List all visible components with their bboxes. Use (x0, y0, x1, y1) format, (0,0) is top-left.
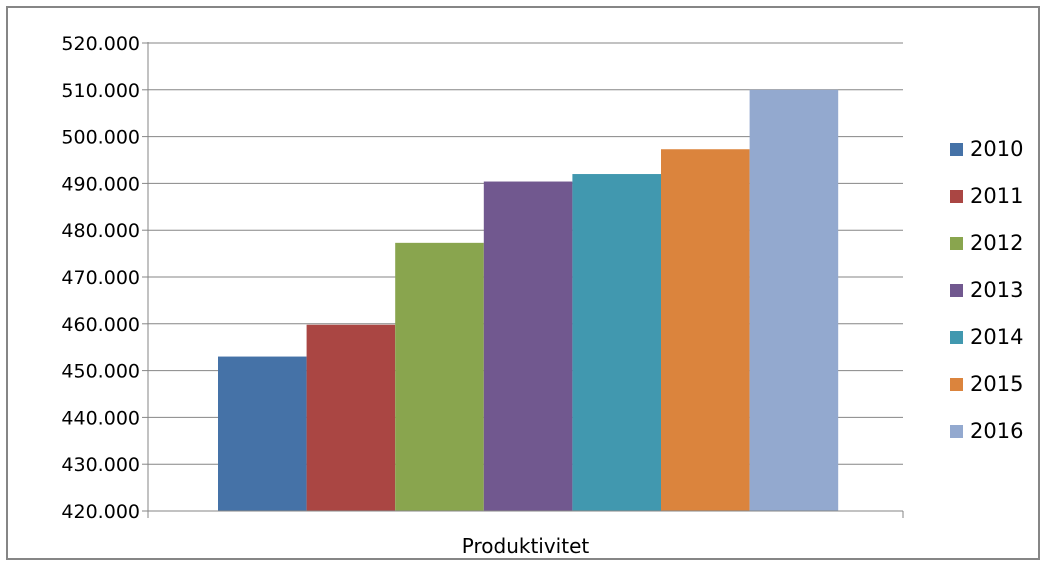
legend-item-2010[interactable]: 2010 (950, 137, 1023, 161)
y-tick-label: 430.000 (61, 454, 140, 476)
bar-2015 (661, 149, 750, 511)
y-tick-label: 520.000 (61, 33, 140, 55)
legend-item-2012[interactable]: 2012 (950, 231, 1023, 255)
legend-item-2014[interactable]: 2014 (950, 325, 1023, 349)
y-tick-label: 500.000 (61, 127, 140, 149)
legend-item-2015[interactable]: 2015 (950, 372, 1023, 396)
bars (218, 89, 839, 512)
y-tick-label: 440.000 (61, 407, 140, 429)
y-tick-label: 450.000 (61, 361, 140, 383)
legend-swatch (950, 143, 963, 156)
y-tick-label: 420.000 (61, 501, 140, 523)
legend-swatch (950, 331, 963, 344)
axes (147, 42, 904, 518)
legend-item-2016[interactable]: 2016 (950, 419, 1023, 443)
bar-2013 (483, 181, 573, 511)
legend-label: 2010 (970, 137, 1023, 161)
legend-swatch (950, 378, 963, 391)
bar-2012 (395, 242, 484, 511)
legend-swatch (950, 190, 963, 203)
legend-item-2013[interactable]: 2013 (950, 278, 1023, 302)
legend-label: 2014 (970, 325, 1023, 349)
legend[interactable]: 2010 2011 2012 2013 2014 2015 2016 (950, 137, 1023, 443)
bar-2014 (572, 174, 661, 512)
bar-2011 (306, 324, 396, 511)
y-tick-label: 480.000 (61, 220, 140, 242)
y-axis-tick-labels: 420.000 430.000 440.000 450.000 460.000 470.0… (61, 33, 140, 523)
legend-label: 2012 (970, 231, 1023, 255)
legend-label: 2016 (970, 419, 1023, 443)
bar-2010 (218, 356, 307, 511)
y-tick-label: 470.000 (61, 267, 140, 289)
legend-swatch (950, 284, 963, 297)
legend-label: 2013 (970, 278, 1023, 302)
legend-label: 2015 (970, 372, 1023, 396)
y-tick-label: 510.000 (61, 80, 140, 102)
y-tick-label: 460.000 (61, 314, 140, 336)
y-tick-label: 490.000 (61, 173, 140, 195)
legend-item-2011[interactable]: 2011 (950, 184, 1023, 208)
x-category-label: Produktivitet (462, 534, 590, 558)
legend-swatch (950, 237, 963, 250)
legend-label: 2011 (970, 184, 1023, 208)
legend-swatch (950, 425, 963, 438)
bar-2016 (749, 89, 839, 512)
